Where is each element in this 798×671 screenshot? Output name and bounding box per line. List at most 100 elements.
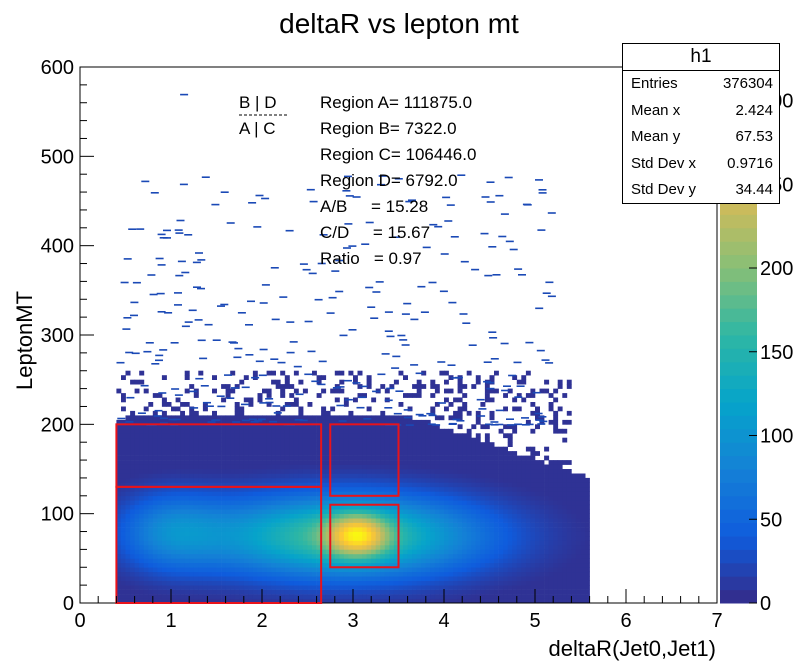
heatmap-cell [516,455,522,461]
heatmap-cell [161,540,167,546]
heatmap-cell [239,473,245,479]
heatmap-cell [389,589,395,595]
heatmap-cell [525,576,531,581]
heatmap-cell [425,442,431,447]
heatmap-cell [393,527,399,532]
heatmap-cell [293,388,299,394]
heatmap-cell [316,375,322,380]
heatmap-cell [198,594,204,599]
heatmap-cell [280,504,286,510]
heatmap-cell [202,504,208,510]
heatmap-cell [216,442,222,447]
heatmap-cell [371,576,377,581]
heatmap-cell [189,446,195,452]
heatmap-cell [180,576,185,581]
heatmap-cell [366,482,372,488]
heatmap-cell [439,536,445,541]
sparse-bin [432,424,441,426]
heatmap-cell [280,540,286,546]
heatmap-cell [284,433,290,439]
heatmap-cell [553,589,559,595]
heatmap-cell [525,419,531,425]
heatmap-cell [125,495,131,501]
heatmap-cell [466,544,472,550]
heatmap-cell [225,486,231,492]
sparse-bin [195,377,204,380]
heatmap-cell [425,562,431,568]
heatmap-cell [143,527,149,532]
heatmap-cell [193,455,199,461]
heatmap-cell [339,531,345,537]
heatmap-cell [325,437,331,443]
heatmap-cell [252,428,258,434]
color-scale-bin [720,549,757,564]
heatmap-cell [530,544,536,550]
heatmap-cell [312,585,317,590]
heatmap-cell [471,589,477,595]
heatmap-cell [494,513,499,519]
heatmap-cell [321,410,327,416]
heatmap-cell [334,370,340,376]
heatmap-cell [525,585,531,590]
heatmap-cell [330,486,336,492]
heatmap-cell [321,375,327,380]
heatmap-cell [448,571,454,577]
heatmap-cell [262,553,267,559]
heatmap-cell [398,428,404,434]
heatmap-cell [321,509,327,514]
heatmap-cell [321,428,327,434]
heatmap-cell [535,598,540,604]
sparse-bin [434,225,443,228]
heatmap-cell [512,504,518,510]
heatmap-cell [230,491,236,497]
heatmap-cell [166,451,172,456]
heatmap-cell [475,518,481,523]
heatmap-cell [130,544,136,550]
heatmap-cell [384,473,390,479]
heatmap-cell [207,536,213,541]
heatmap-cell [366,509,372,514]
heatmap-cell [116,460,122,465]
heatmap-cell [494,553,499,559]
heatmap-cell [498,495,504,501]
color-scale-bin [720,509,757,524]
heatmap-cell [339,437,345,443]
heatmap-cell [125,549,131,555]
heatmap-cell [462,446,468,452]
heatmap-cell [535,495,540,501]
heatmap-cell [216,540,222,546]
heatmap-cell [139,594,145,599]
heatmap-cell [421,536,427,541]
heatmap-cell [202,455,208,461]
heatmap-cell [316,536,322,541]
heatmap-cell [198,455,204,461]
heatmap-cell [152,442,158,447]
heatmap-cell [439,509,445,514]
heatmap-cell [239,482,245,488]
heatmap-cell [271,455,276,461]
heatmap-cell [362,428,367,434]
heatmap-cell [348,455,354,461]
heatmap-cell [207,455,213,461]
heatmap-cell [312,504,317,510]
heatmap-cell [298,567,304,573]
heatmap-cell [498,428,504,434]
sparse-bin [384,311,393,313]
heatmap-cell [580,549,586,555]
heatmap-cell [403,580,408,586]
heatmap-cell [334,518,340,523]
heatmap-cell [148,522,154,528]
heatmap-cell [302,500,308,506]
heatmap-cell [275,428,281,434]
heatmap-cell [284,553,290,559]
heatmap-cell [134,460,140,465]
heatmap-cell [198,437,204,443]
heatmap-cell [575,509,581,514]
heatmap-cell [434,446,440,452]
heatmap-cell [198,469,204,474]
heatmap-cell [544,585,550,590]
heatmap-cell [389,527,395,532]
heatmap-cell [334,580,340,586]
sparse-bin [545,281,554,284]
sparse-bin [175,274,184,277]
